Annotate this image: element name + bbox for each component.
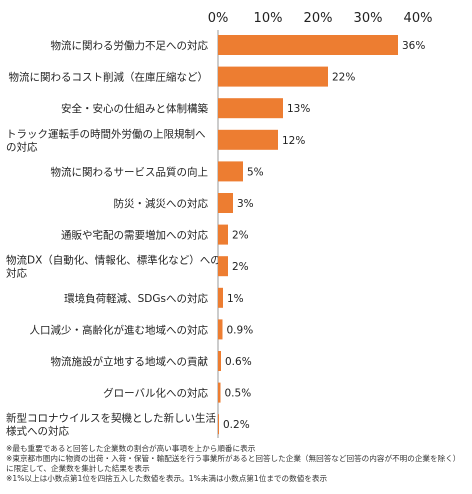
footnote: ※最も重要であると回答した企業数の割合が高い事項を上から順番に表示 bbox=[6, 444, 256, 453]
value-label: 22% bbox=[332, 72, 355, 84]
footnote: ※東京都市圏内に物資の出荷・入荷・保管・輸配送を行う事業所があると回答した企業（… bbox=[6, 454, 461, 473]
bar bbox=[218, 224, 228, 245]
bar bbox=[218, 35, 398, 55]
value-label: 1% bbox=[227, 293, 244, 305]
value-label: 0.9% bbox=[227, 324, 254, 336]
x-tick-label: 40% bbox=[404, 11, 433, 26]
value-label: 0.6% bbox=[225, 356, 252, 368]
x-tick-label: 30% bbox=[354, 11, 383, 26]
value-label: 0.5% bbox=[225, 388, 252, 400]
bar bbox=[218, 414, 219, 435]
value-label: 3% bbox=[237, 198, 254, 210]
bar bbox=[218, 98, 283, 119]
bar bbox=[218, 351, 221, 371]
category-label: 物流に関わるサービス品質の向上 bbox=[51, 165, 209, 178]
value-label: 2% bbox=[232, 261, 249, 273]
x-tick-label: 20% bbox=[304, 11, 333, 26]
value-label: 36% bbox=[402, 40, 425, 52]
category-label: 物流DX（自動化、情報化、標準化など）への対応 bbox=[6, 254, 221, 280]
category-label: 物流に関わるコスト削減（在庫圧縮など） bbox=[9, 71, 209, 84]
value-label: 2% bbox=[232, 230, 249, 242]
category-label: 新型コロナウイルスを契機とした新しい生活様式への対応 bbox=[6, 412, 216, 438]
bar bbox=[218, 66, 328, 87]
value-label: 5% bbox=[247, 166, 264, 178]
category-label: トラック運転手の時間外労働の上限規制への対応 bbox=[6, 127, 206, 153]
x-tick-label: 0% bbox=[208, 11, 229, 26]
bar bbox=[218, 287, 223, 308]
category-label: 人口減少・高齢化が進む地域への対応 bbox=[30, 323, 209, 336]
category-label: 物流施設が立地する地域への貢献 bbox=[51, 355, 209, 368]
value-label: 12% bbox=[282, 135, 305, 147]
category-label: 物流に関わる労働力不足への対応 bbox=[51, 39, 209, 52]
footnote: ※1%以上は小数点第1位を四捨五入した数値を表示。1%未満は小数点第1位までの数… bbox=[6, 474, 328, 483]
bar bbox=[218, 193, 233, 213]
category-label: 防災・減災への対応 bbox=[114, 197, 209, 210]
bar bbox=[218, 382, 221, 403]
bar bbox=[218, 161, 243, 182]
value-label: 0.2% bbox=[223, 419, 250, 431]
footnotes: ※最も重要であると回答した企業数の割合が高い事項を上から順番に表示 ※東京都市圏… bbox=[6, 444, 466, 484]
value-labels: 36% 22% 13% 12% 5% 3% 2% 2% 1% 0.9% 0.6% 0.5% 0.2% bbox=[223, 40, 425, 431]
category-label: グローバル化への対応 bbox=[103, 387, 208, 400]
bar bbox=[218, 129, 278, 150]
category-label: 環境負荷軽減、SDGsへの対応 bbox=[64, 292, 208, 305]
bars bbox=[218, 35, 398, 435]
x-tick-label: 10% bbox=[254, 11, 283, 26]
category-label: 通販や宅配の需要増加への対応 bbox=[61, 229, 208, 242]
bar bbox=[218, 256, 228, 277]
bar bbox=[218, 319, 223, 340]
value-label: 13% bbox=[287, 103, 310, 115]
category-label: 安全・安心の仕組みと体制構築 bbox=[61, 102, 208, 115]
x-axis-ticks: 0% 10% 20% 30% 40% bbox=[208, 11, 433, 26]
